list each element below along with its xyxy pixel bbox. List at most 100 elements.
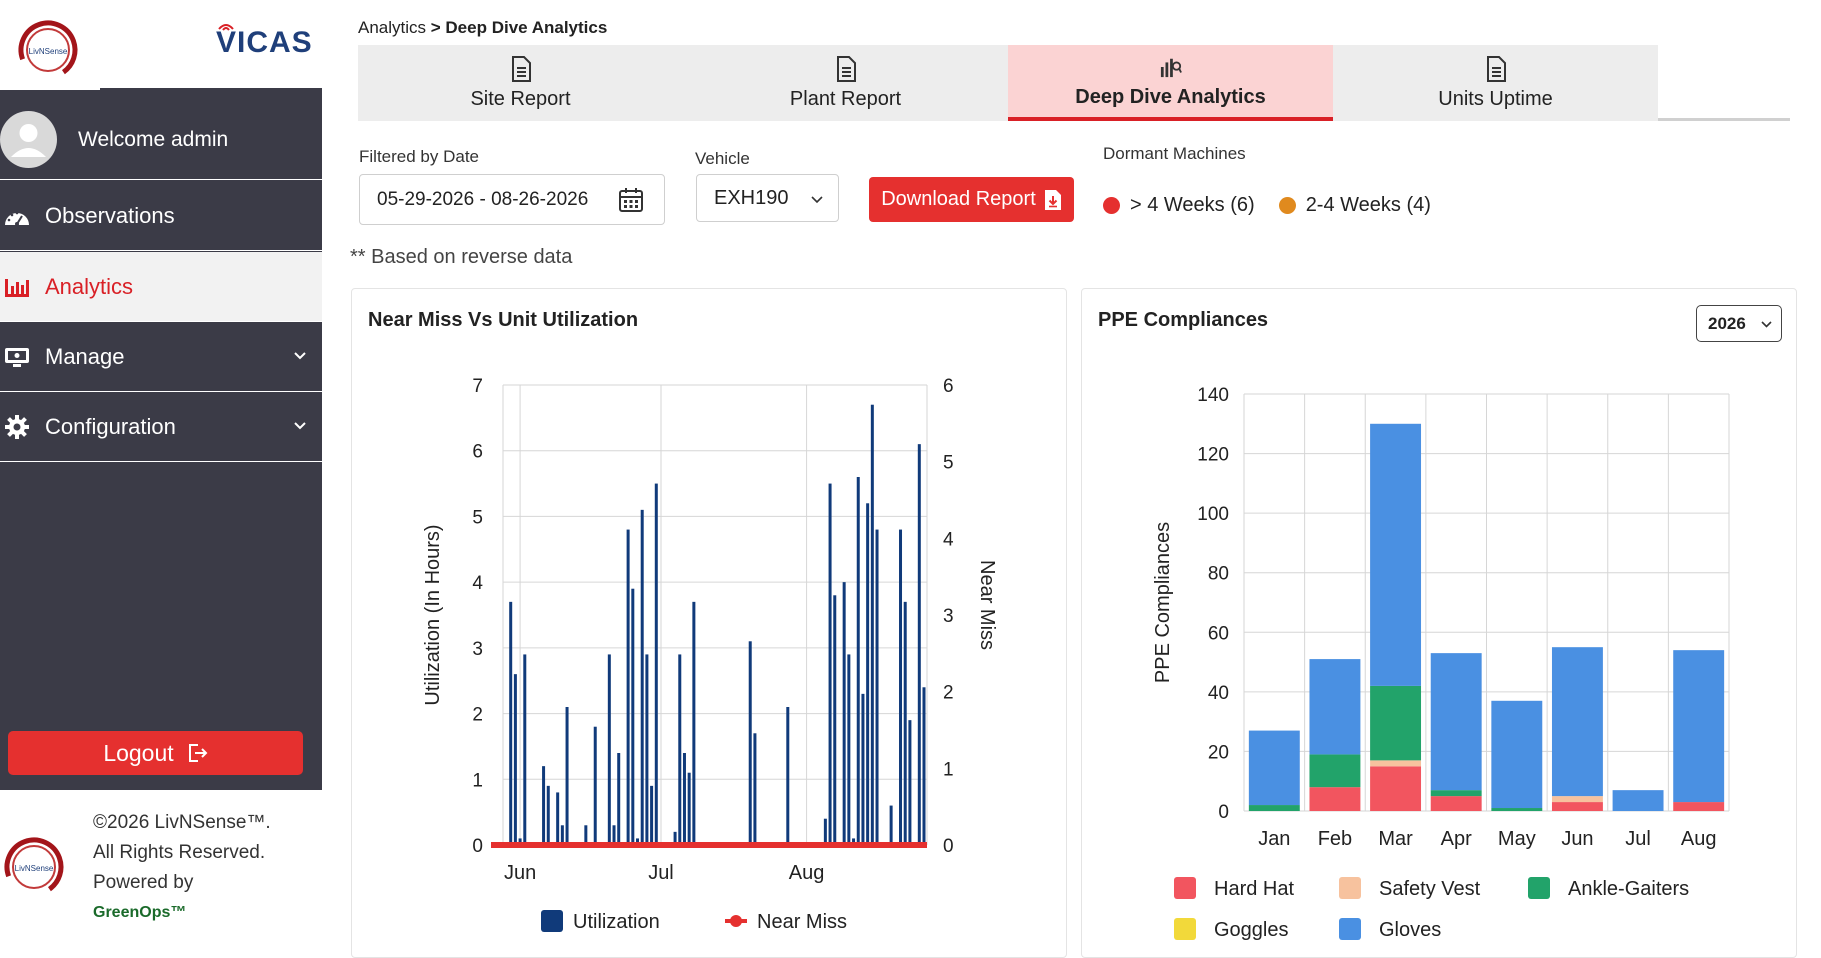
bar-chart-icon bbox=[2, 272, 32, 302]
utilization-bar bbox=[640, 509, 644, 845]
date-range-input[interactable]: 05-29-2026 - 08-26-2026 bbox=[359, 174, 665, 225]
vehicle-label: Vehicle bbox=[695, 149, 750, 168]
utilization-bar bbox=[556, 792, 560, 845]
y-tick-label: 4 bbox=[472, 573, 483, 594]
y-tick-label: 7 bbox=[472, 376, 483, 397]
dormant-legend: > 4 Weeks (6) 2-4 Weeks (4) bbox=[1103, 194, 1431, 217]
breadcrumb-parent[interactable]: Analytics bbox=[358, 18, 427, 37]
utilization-bar bbox=[513, 674, 517, 845]
utilization-bar bbox=[917, 444, 921, 845]
gear-icon bbox=[2, 412, 32, 442]
chevron-down-icon bbox=[294, 352, 306, 360]
sidebar-item-configuration[interactable]: Configuration bbox=[0, 392, 322, 462]
sidebar-item-manage[interactable]: Manage bbox=[0, 322, 322, 392]
utilization-bar bbox=[626, 529, 630, 845]
document-icon bbox=[836, 55, 856, 82]
ppe-bar-segment bbox=[1551, 802, 1603, 811]
calendar-icon[interactable] bbox=[618, 187, 644, 213]
utilization-bar bbox=[682, 753, 686, 845]
y-tick-label: 2 bbox=[472, 705, 483, 726]
speedometer-icon bbox=[2, 201, 32, 231]
x-tick-label: Apr bbox=[1441, 828, 1472, 850]
utilization-bar bbox=[636, 838, 640, 845]
ppe-bar-segment bbox=[1370, 423, 1422, 686]
chart-title: PPE Compliances bbox=[1098, 309, 1269, 331]
y-tick-label: 120 bbox=[1197, 445, 1229, 466]
orange-dot-icon bbox=[1278, 197, 1296, 214]
utilization-bar bbox=[908, 720, 912, 845]
utilization-bar bbox=[852, 838, 856, 845]
utilization-bar bbox=[875, 529, 879, 845]
legend-swatch bbox=[1339, 918, 1361, 940]
sidebar-item-observations[interactable]: Observations bbox=[0, 181, 322, 251]
livnsense-logo: LivNSense bbox=[18, 20, 78, 80]
wifi-wave-icon bbox=[218, 24, 234, 31]
utilization-bar bbox=[584, 825, 588, 845]
ppe-bar-segment bbox=[1370, 760, 1422, 767]
y2-tick-label: 4 bbox=[943, 529, 954, 550]
legend-swatch bbox=[1174, 918, 1196, 940]
tab-deep-dive-analytics[interactable]: Deep Dive Analytics bbox=[1008, 45, 1333, 121]
avatar[interactable] bbox=[0, 111, 57, 168]
ppe-bar-segment bbox=[1491, 700, 1543, 809]
download-report-button[interactable]: Download Report bbox=[869, 177, 1074, 222]
utilization-bar bbox=[861, 693, 865, 845]
utilization-bar bbox=[509, 601, 513, 845]
y-tick-label: 0 bbox=[472, 836, 483, 857]
y2-tick-label: 5 bbox=[943, 453, 954, 474]
ppe-bar-segment bbox=[1430, 653, 1482, 791]
file-download-icon bbox=[1044, 189, 1061, 210]
y-tick-label: 60 bbox=[1208, 623, 1229, 644]
ppe-bar-segment bbox=[1430, 790, 1482, 797]
ppe-bar-segment bbox=[1491, 808, 1543, 811]
utilization-bar bbox=[847, 654, 851, 845]
year-select[interactable]: 2026 bbox=[1696, 305, 1782, 342]
utilization-bar bbox=[828, 483, 832, 845]
chevron-down-icon bbox=[294, 422, 306, 430]
legend-label-utilization: Utilization bbox=[573, 911, 660, 933]
utilization-bar bbox=[903, 601, 907, 845]
breadcrumb: Analytics > Deep Dive Analytics bbox=[358, 18, 607, 38]
chart-title: Near Miss Vs Unit Utilization bbox=[368, 309, 639, 331]
chevron-down-icon bbox=[811, 196, 823, 204]
ppe-bar-segment bbox=[1370, 766, 1422, 811]
y-tick-label: 80 bbox=[1208, 564, 1229, 585]
date-filter-label: Filtered by Date bbox=[359, 147, 479, 166]
ppe-bar-segment bbox=[1551, 647, 1603, 797]
livnsense-logo: LivNSense bbox=[4, 837, 64, 897]
legend-label: Gloves bbox=[1379, 919, 1441, 941]
tab-label: Units Uptime bbox=[1438, 87, 1553, 110]
utilization-bar bbox=[546, 785, 550, 845]
ppe-bar-segment bbox=[1309, 659, 1361, 755]
legend-swatch bbox=[1339, 877, 1361, 899]
sidebar-item-analytics[interactable]: Analytics bbox=[0, 252, 322, 322]
svg-text:LivNSense: LivNSense bbox=[15, 864, 54, 873]
breadcrumb-separator: > bbox=[426, 18, 446, 37]
utilization-bar bbox=[899, 529, 903, 845]
breadcrumb-current: Deep Dive Analytics bbox=[445, 18, 608, 37]
utilization-bar bbox=[612, 825, 616, 845]
legend-label-near-miss: Near Miss bbox=[757, 911, 847, 933]
utilization-bar bbox=[748, 641, 752, 845]
x-tick-label: Jun bbox=[1561, 828, 1593, 850]
utilization-bar bbox=[645, 654, 649, 845]
logout-icon bbox=[188, 744, 208, 762]
tab-units-uptime[interactable]: Units Uptime bbox=[1333, 45, 1658, 121]
welcome-panel: Welcome admin bbox=[0, 100, 322, 180]
vehicle-select[interactable]: EXH190 bbox=[696, 174, 839, 222]
document-icon bbox=[511, 55, 531, 82]
tab-label: Site Report bbox=[470, 87, 571, 110]
y2-tick-label: 1 bbox=[943, 759, 954, 780]
tab-plant-report[interactable]: Plant Report bbox=[683, 45, 1008, 121]
logout-button[interactable]: Logout bbox=[8, 731, 303, 775]
utilization-bar bbox=[518, 838, 522, 845]
utilization-bar bbox=[922, 687, 926, 845]
svg-text:LivNSense: LivNSense bbox=[29, 47, 68, 56]
y-tick-label: 1 bbox=[472, 770, 483, 791]
utilization-bar bbox=[560, 825, 564, 845]
dormant-machines-label: Dormant Machines bbox=[1103, 144, 1246, 163]
utilization-bar bbox=[523, 654, 527, 845]
ppe-bar-segment bbox=[1612, 790, 1664, 811]
utilization-bar bbox=[678, 654, 682, 845]
tab-site-report[interactable]: Site Report bbox=[358, 45, 683, 121]
